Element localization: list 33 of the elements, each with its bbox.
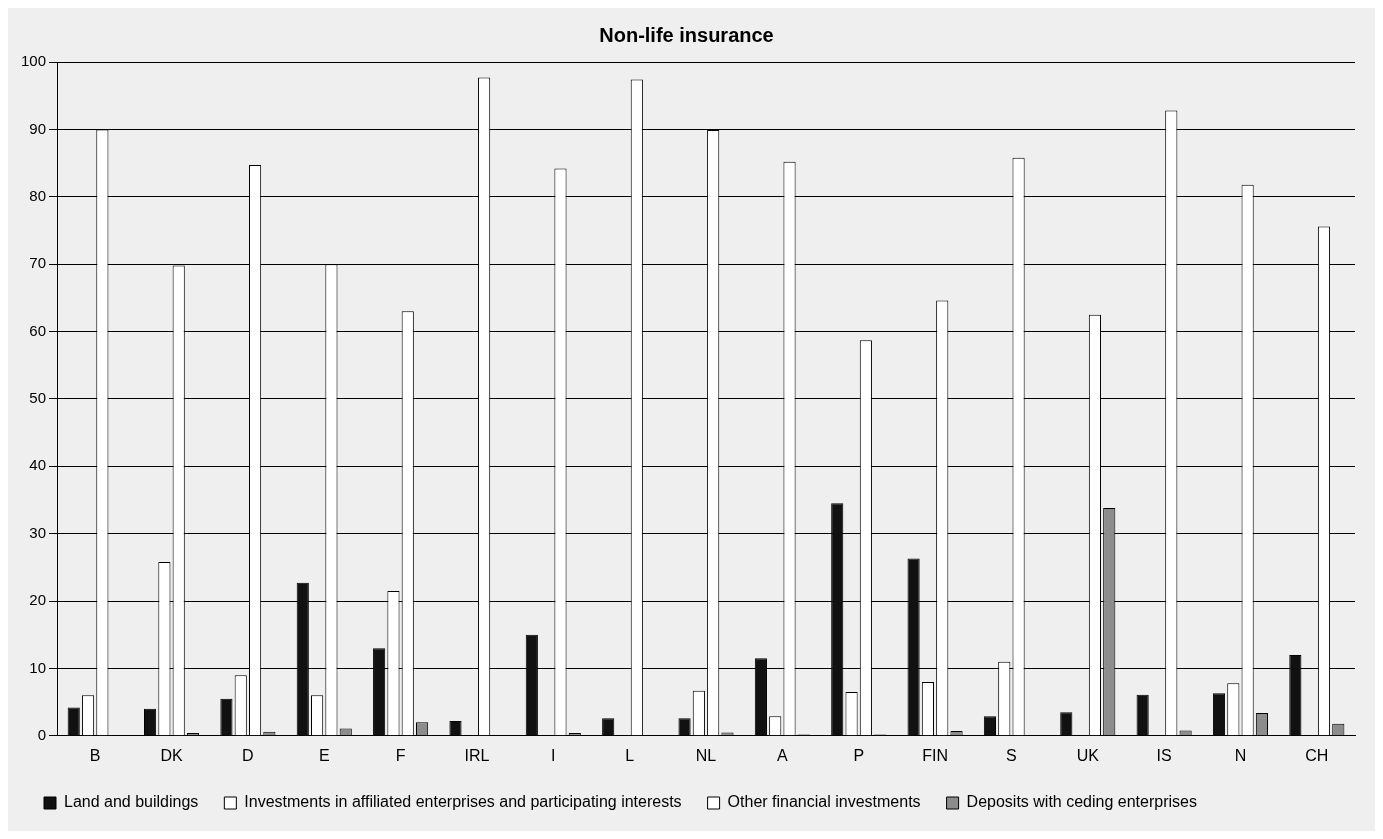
y-tick-label: 20 [29, 591, 47, 609]
y-tick-label: 0 [37, 725, 47, 743]
x-tick-label: IS [1156, 746, 1172, 764]
x-tick-label: N [1234, 746, 1247, 764]
x-tick-label: NL [695, 746, 717, 764]
x-tick-label: DK [160, 746, 183, 764]
y-tick-label: 10 [29, 658, 47, 676]
x-tick-label: P [853, 746, 865, 764]
x-tick-label: IRL [464, 746, 490, 764]
y-tick-label: 100 [21, 52, 47, 70]
y-tick-label: 80 [29, 186, 47, 204]
y-tick-label: 50 [29, 389, 47, 407]
legend-label: Land and buildings [64, 793, 199, 811]
legend-label: Deposits with ceding enterprises [966, 793, 1197, 811]
y-tick-label: 90 [29, 119, 47, 137]
y-tick-label: 30 [29, 523, 47, 541]
legend-label: Other financial investments [727, 793, 921, 811]
y-tick-label: 40 [29, 456, 47, 474]
x-tick-label: L [625, 746, 635, 764]
x-tick-label: FIN [922, 746, 948, 764]
x-tick-label: B [89, 746, 101, 764]
x-tick-label: A [777, 746, 789, 764]
x-tick-label: D [242, 746, 254, 764]
x-tick-label: E [318, 746, 330, 764]
legend-label: Investments in affiliated enterprises and participating interests [244, 793, 682, 811]
chart-title: Non-life insurance [599, 23, 774, 46]
y-tick-label: 70 [29, 254, 47, 272]
x-tick-label: UK [1076, 746, 1100, 764]
x-tick-label: CH [1305, 746, 1329, 764]
y-tick-label: 60 [29, 321, 47, 339]
x-tick-label: F [395, 746, 406, 764]
x-tick-label: I [551, 746, 556, 764]
x-tick-label: S [1006, 746, 1017, 764]
